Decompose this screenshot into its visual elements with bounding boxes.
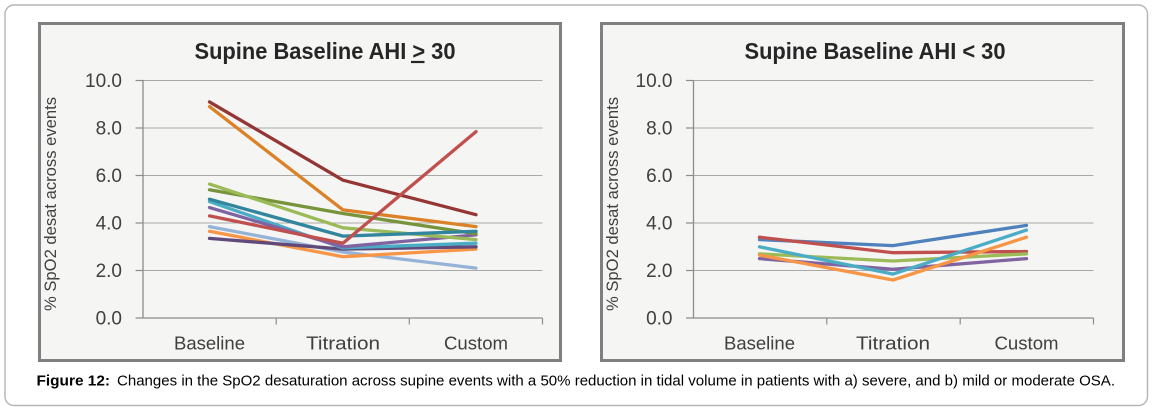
- svg-text:Baseline: Baseline: [724, 333, 795, 354]
- svg-text:2.0: 2.0: [646, 261, 672, 282]
- svg-text:Supine Baseline AHI < 30: Supine Baseline AHI < 30: [745, 38, 1006, 64]
- svg-text:Changes in the SpO2 desaturati: Changes in the SpO2 desaturation across …: [117, 374, 1115, 390]
- svg-text:Titration: Titration: [306, 333, 380, 354]
- svg-text:8.0: 8.0: [646, 119, 672, 140]
- svg-text:10.0: 10.0: [85, 71, 122, 92]
- svg-text:4.0: 4.0: [646, 214, 672, 235]
- svg-text:0.0: 0.0: [96, 309, 122, 330]
- svg-text:% SpO2 desat across events: % SpO2 desat across events: [41, 97, 60, 311]
- svg-text:Titration: Titration: [856, 333, 930, 354]
- svg-text:6.0: 6.0: [646, 166, 672, 187]
- svg-text:10.0: 10.0: [636, 71, 673, 92]
- svg-text:Custom: Custom: [995, 333, 1059, 354]
- svg-text:6.0: 6.0: [96, 166, 122, 187]
- svg-text:2.0: 2.0: [96, 261, 122, 282]
- svg-text:Custom: Custom: [444, 333, 508, 354]
- svg-text:Figure 12:: Figure 12:: [37, 374, 111, 390]
- svg-text:0.0: 0.0: [646, 309, 672, 330]
- svg-text:4.0: 4.0: [96, 214, 122, 235]
- svg-text:8.0: 8.0: [96, 119, 122, 140]
- svg-text:Baseline: Baseline: [174, 333, 245, 354]
- svg-text:Supine Baseline AHI > 30: Supine Baseline AHI > 30: [195, 38, 456, 64]
- svg-text:% SpO2 desat across events: % SpO2 desat across events: [603, 97, 622, 311]
